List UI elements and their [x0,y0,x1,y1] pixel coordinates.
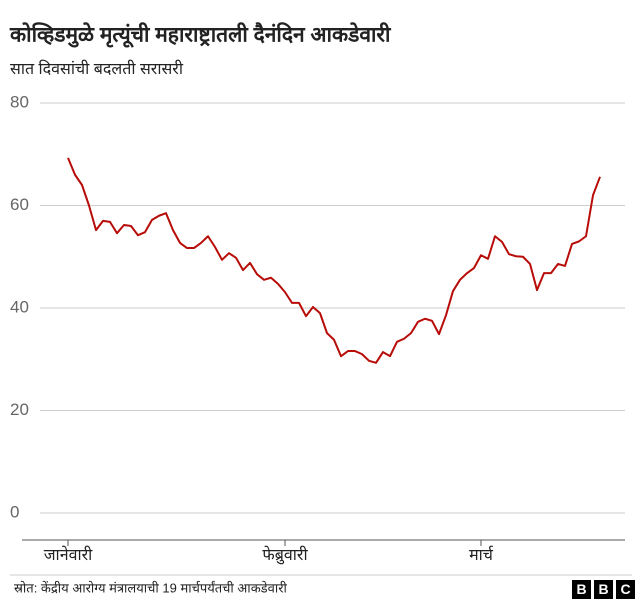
x-tick-label: जानेवारी [44,545,93,564]
y-tick-label: 0 [10,502,19,521]
y-tick-label: 80 [10,92,29,111]
chart-subtitle: सात दिवसांची बदलती सरासरी [10,59,184,78]
logo-box [572,580,591,599]
logo-box [594,580,613,599]
x-tick-label: मार्च [469,545,494,564]
line [67,157,601,364]
y-tick-label: 60 [10,195,29,214]
y-tick-label: 20 [10,400,29,419]
source: स्रोत: केंद्रीय आरोग्य मंत्रालयाची 19 मा… [14,580,288,595]
logo-letter: B [576,581,586,597]
logo-letter: C [620,581,630,597]
logo-letter: B [598,581,608,597]
chart-title: कोव्हिडमुळे मृत्यूंची महाराष्ट्रातली दैन… [9,22,392,49]
x-tick-label: फेब्रुवारी [262,545,308,565]
logo-box [616,580,635,599]
y-tick-label: 40 [10,297,29,316]
